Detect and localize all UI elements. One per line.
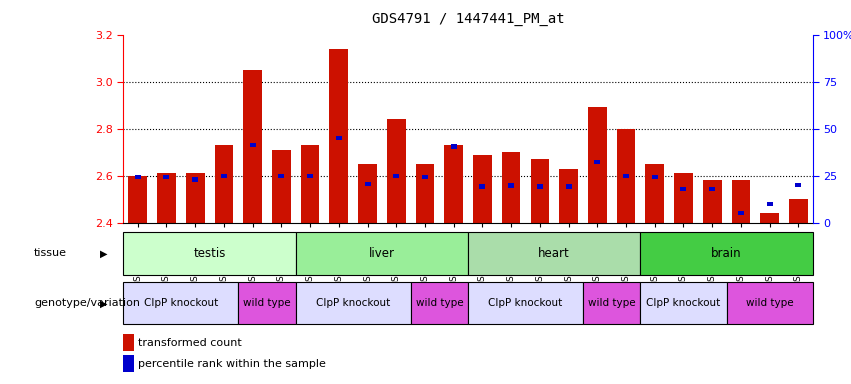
Bar — [640, 232, 813, 275]
Bar — [703, 180, 722, 223]
Bar — [789, 199, 808, 223]
Bar — [296, 232, 468, 275]
Bar — [732, 180, 751, 223]
Text: transformed count: transformed count — [138, 338, 242, 348]
Bar — [674, 173, 693, 223]
Text: ClpP knockout: ClpP knockout — [316, 298, 391, 308]
Bar — [508, 184, 514, 188]
Bar — [129, 176, 147, 223]
Bar — [238, 282, 296, 324]
Text: GDS4791 / 1447441_PM_at: GDS4791 / 1447441_PM_at — [372, 12, 564, 25]
Bar — [249, 143, 255, 147]
Bar — [738, 211, 744, 215]
Bar — [681, 187, 687, 191]
Bar — [652, 175, 658, 179]
Bar — [278, 174, 284, 178]
Text: tissue: tissue — [34, 248, 67, 258]
Text: percentile rank within the sample: percentile rank within the sample — [138, 359, 326, 369]
Bar — [336, 136, 342, 140]
Bar — [479, 184, 485, 189]
Bar — [307, 174, 313, 178]
Bar — [530, 159, 549, 223]
Bar — [760, 214, 779, 223]
Text: ClpP knockout: ClpP knockout — [646, 298, 721, 308]
Bar — [358, 164, 377, 223]
Bar — [623, 174, 629, 178]
Text: genotype/variation: genotype/variation — [34, 298, 140, 308]
Bar — [594, 160, 600, 164]
Bar — [422, 175, 428, 179]
Bar — [566, 184, 572, 189]
Bar — [559, 169, 578, 223]
Bar — [410, 282, 468, 324]
Bar — [214, 145, 233, 223]
Bar — [192, 177, 198, 182]
Bar — [272, 150, 291, 223]
Text: wild type: wild type — [243, 298, 291, 308]
Bar — [617, 129, 636, 223]
Bar — [796, 182, 802, 187]
Bar — [588, 108, 607, 223]
Text: ▶: ▶ — [100, 298, 107, 308]
Bar — [709, 187, 715, 191]
Bar — [364, 182, 370, 186]
Bar — [451, 144, 457, 149]
Bar — [767, 202, 773, 207]
Bar — [473, 154, 492, 223]
Bar — [468, 232, 640, 275]
Text: heart: heart — [539, 247, 570, 260]
Bar — [243, 70, 262, 223]
Bar — [583, 282, 640, 324]
Text: ClpP knockout: ClpP knockout — [488, 298, 563, 308]
Bar — [537, 184, 543, 189]
Bar — [640, 282, 727, 324]
Bar — [387, 119, 406, 223]
Bar — [502, 152, 521, 223]
Text: wild type: wild type — [745, 298, 793, 308]
Text: liver: liver — [368, 247, 395, 260]
Bar — [157, 173, 176, 223]
Bar — [645, 164, 664, 223]
Bar — [123, 282, 238, 324]
Bar — [221, 174, 227, 178]
Text: wild type: wild type — [415, 298, 463, 308]
Bar — [163, 175, 169, 179]
Bar — [134, 175, 140, 179]
Bar — [296, 282, 410, 324]
Text: ▶: ▶ — [100, 248, 107, 258]
Text: wild type: wild type — [588, 298, 636, 308]
Bar — [444, 145, 463, 223]
Bar — [123, 232, 296, 275]
Bar — [329, 49, 348, 223]
Text: testis: testis — [193, 247, 226, 260]
Bar — [393, 174, 399, 178]
Bar — [300, 145, 319, 223]
Bar — [468, 282, 583, 324]
Text: ClpP knockout: ClpP knockout — [144, 298, 218, 308]
Text: brain: brain — [711, 247, 742, 260]
Bar — [727, 282, 813, 324]
Bar — [186, 173, 204, 223]
Bar — [415, 164, 434, 223]
